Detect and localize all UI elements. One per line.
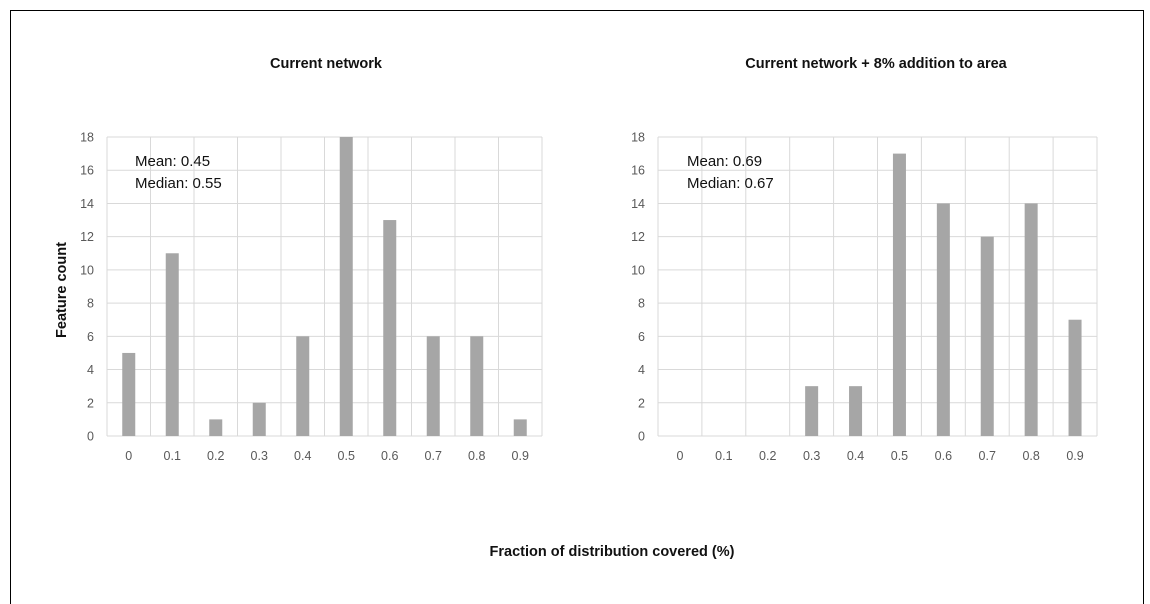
y-tick-label: 0 <box>87 430 94 444</box>
bar-0.5 <box>339 137 353 436</box>
x-tick-labels: 0 0.1 0.2 0.3 0.4 0.5 0.6 0.7 0.8 0.9 <box>676 449 1083 463</box>
x-tick-label: 0.3 <box>251 449 268 463</box>
x-tick-label: 0.4 <box>847 449 864 463</box>
x-tick-label: 0.3 <box>803 449 820 463</box>
y-tick-label: 10 <box>80 263 94 277</box>
bar-0.8 <box>1024 203 1038 436</box>
y-tick-label: 10 <box>631 263 645 277</box>
bar-0.8 <box>470 336 484 436</box>
bar-0.9 <box>1068 319 1082 436</box>
bar-0.4 <box>849 386 863 436</box>
x-tick-label: 0.8 <box>1022 449 1039 463</box>
y-tick-label: 14 <box>80 197 94 211</box>
bar-0.7 <box>426 336 440 436</box>
x-tick-label: 0.7 <box>425 449 442 463</box>
y-tick-label: 6 <box>87 330 94 344</box>
bar-0.6 <box>383 220 397 436</box>
y-tick-labels: 0 2 4 6 8 10 12 14 16 18 <box>80 131 94 444</box>
y-tick-label: 16 <box>631 164 645 178</box>
gridlines <box>657 136 1098 437</box>
bar-0.7 <box>980 236 994 436</box>
bars <box>805 153 1082 436</box>
bar-0.1 <box>165 253 179 436</box>
y-tick-label: 4 <box>87 363 94 377</box>
bars <box>122 137 527 436</box>
gridlines <box>106 136 543 437</box>
bar-0.6 <box>936 203 950 436</box>
bar-0.3 <box>252 402 266 436</box>
x-tick-label: 0.6 <box>381 449 398 463</box>
mean-annotation: Mean: 0.45 <box>135 153 210 170</box>
y-tick-label: 18 <box>631 131 645 145</box>
chart-title: Current network <box>270 56 383 72</box>
bar-0.9 <box>513 419 527 436</box>
y-tick-label: 12 <box>80 230 94 244</box>
y-tick-label: 18 <box>80 131 94 145</box>
y-tick-label: 8 <box>87 297 94 311</box>
y-tick-label: 4 <box>638 363 645 377</box>
x-tick-label: 0.6 <box>935 449 952 463</box>
chart-title: Current network + 8% addition to area <box>745 56 1007 72</box>
y-tick-labels: 0 2 4 6 8 10 12 14 16 18 <box>631 131 645 444</box>
figure-frame <box>10 10 1144 604</box>
bar-0.3 <box>805 386 819 436</box>
x-tick-label: 0.2 <box>207 449 224 463</box>
x-tick-labels: 0 0.1 0.2 0.3 0.4 0.5 0.6 0.7 0.8 0.9 <box>125 449 529 463</box>
x-tick-label: 0 <box>676 449 683 463</box>
median-annotation: Median: 0.67 <box>687 175 774 192</box>
x-tick-label: 0.1 <box>164 449 181 463</box>
y-tick-label: 2 <box>87 396 94 410</box>
y-tick-label: 16 <box>80 164 94 178</box>
x-tick-label: 0.4 <box>294 449 311 463</box>
y-axis-title: Feature count <box>54 242 70 338</box>
x-tick-label: 0.2 <box>759 449 776 463</box>
x-tick-label: 0.1 <box>715 449 732 463</box>
x-tick-label: 0.5 <box>891 449 908 463</box>
chart-current-network-plus-8pct: Current network + 8% addition to area 0 2… <box>631 56 1098 463</box>
median-annotation: Median: 0.55 <box>135 175 222 192</box>
x-tick-label: 0.9 <box>1066 449 1083 463</box>
y-tick-label: 6 <box>638 330 645 344</box>
x-axis-title: Fraction of distribution covered (%) <box>490 544 735 560</box>
x-tick-label: 0.8 <box>468 449 485 463</box>
mean-annotation: Mean: 0.69 <box>687 153 762 170</box>
y-tick-label: 12 <box>631 230 645 244</box>
x-tick-label: 0 <box>125 449 132 463</box>
bar-0 <box>122 352 136 436</box>
x-tick-label: 0.7 <box>979 449 996 463</box>
y-tick-label: 8 <box>638 297 645 311</box>
y-tick-label: 2 <box>638 396 645 410</box>
x-tick-label: 0.9 <box>512 449 529 463</box>
bar-0.5 <box>892 153 906 436</box>
y-tick-label: 0 <box>638 430 645 444</box>
bar-0.2 <box>209 419 223 436</box>
x-tick-label: 0.5 <box>338 449 355 463</box>
y-tick-label: 14 <box>631 197 645 211</box>
bar-0.4 <box>296 336 310 436</box>
